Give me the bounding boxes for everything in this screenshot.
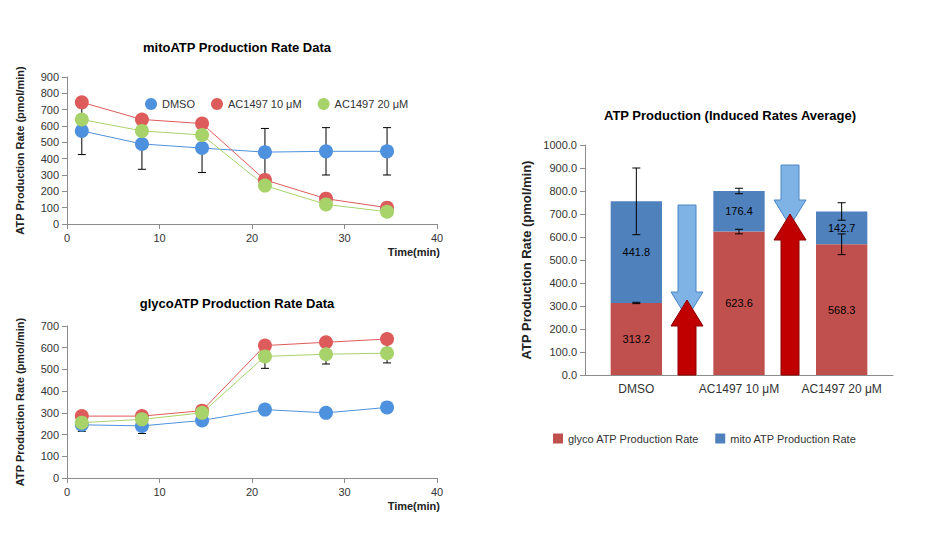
svg-text:glyco ATP Production Rate: glyco ATP Production Rate (568, 433, 698, 445)
svg-text:40: 40 (431, 232, 443, 244)
svg-text:20: 20 (246, 232, 258, 244)
svg-text:0: 0 (64, 486, 70, 498)
svg-text:623.6: 623.6 (725, 297, 753, 309)
svg-text:800: 800 (41, 87, 59, 99)
svg-text:400: 400 (41, 153, 59, 165)
svg-text:10: 10 (153, 232, 165, 244)
svg-text:176.4: 176.4 (725, 205, 753, 217)
svg-text:200.0: 200.0 (549, 323, 577, 335)
svg-text:900.0: 900.0 (549, 162, 577, 174)
svg-text:DMSO: DMSO (162, 98, 195, 110)
svg-text:40: 40 (431, 486, 443, 498)
svg-text:600.0: 600.0 (549, 231, 577, 243)
svg-text:mito ATP Production Rate: mito ATP Production Rate (730, 433, 856, 445)
svg-text:glycoATP Production Rate Data: glycoATP Production Rate Data (140, 296, 335, 311)
svg-text:100: 100 (41, 450, 59, 462)
svg-text:500.0: 500.0 (549, 254, 577, 266)
svg-text:10: 10 (153, 486, 165, 498)
svg-text:100: 100 (41, 202, 59, 214)
svg-text:300: 300 (41, 169, 59, 181)
svg-text:30: 30 (338, 232, 350, 244)
svg-text:AC1497 10 μM: AC1497 10 μM (699, 382, 779, 396)
svg-text:20: 20 (246, 486, 258, 498)
svg-text:AC1497 10 μM: AC1497 10 μM (228, 98, 302, 110)
svg-text:0: 0 (53, 218, 59, 230)
svg-text:700.0: 700.0 (549, 208, 577, 220)
svg-text:200: 200 (41, 185, 59, 197)
svg-text:600: 600 (41, 342, 59, 354)
svg-text:441.8: 441.8 (623, 246, 651, 258)
svg-text:AC1497 20 μM: AC1497 20 μM (802, 382, 882, 396)
svg-text:300: 300 (41, 407, 59, 419)
svg-text:ATP Production Rate (pmol/min): ATP Production Rate (pmol/min) (519, 161, 534, 360)
svg-text:400: 400 (41, 385, 59, 397)
svg-text:313.2: 313.2 (623, 333, 651, 345)
svg-text:DMSO: DMSO (618, 382, 654, 396)
svg-text:ATP Production Rate (pmol/min): ATP Production Rate (pmol/min) (14, 66, 26, 235)
svg-text:Time(min): Time(min) (388, 500, 441, 512)
svg-text:0: 0 (53, 472, 59, 484)
svg-text:100.0: 100.0 (549, 346, 577, 358)
svg-text:Time(min): Time(min) (388, 246, 441, 258)
svg-text:ATP Production (Induced Rates: ATP Production (Induced Rates Average) (604, 108, 856, 123)
svg-text:700: 700 (41, 104, 59, 116)
svg-text:500: 500 (41, 363, 59, 375)
svg-text:568.3: 568.3 (828, 304, 856, 316)
svg-text:30: 30 (338, 486, 350, 498)
svg-text:AC1497 20 μM: AC1497 20 μM (335, 98, 409, 110)
svg-text:mitoATP Production Rate Data: mitoATP Production Rate Data (143, 40, 332, 55)
svg-text:900: 900 (41, 71, 59, 83)
svg-text:142.7: 142.7 (828, 222, 856, 234)
svg-text:700: 700 (41, 320, 59, 332)
svg-text:300.0: 300.0 (549, 300, 577, 312)
svg-text:1000.0: 1000.0 (543, 139, 577, 151)
svg-text:800.0: 800.0 (549, 185, 577, 197)
svg-text:0: 0 (64, 232, 70, 244)
svg-text:0.0: 0.0 (562, 369, 577, 381)
svg-text:600: 600 (41, 120, 59, 132)
svg-text:200: 200 (41, 429, 59, 441)
svg-text:500: 500 (41, 136, 59, 148)
svg-text:400.0: 400.0 (549, 277, 577, 289)
svg-text:ATP Production Rate (pmol/min): ATP Production Rate (pmol/min) (14, 318, 26, 487)
